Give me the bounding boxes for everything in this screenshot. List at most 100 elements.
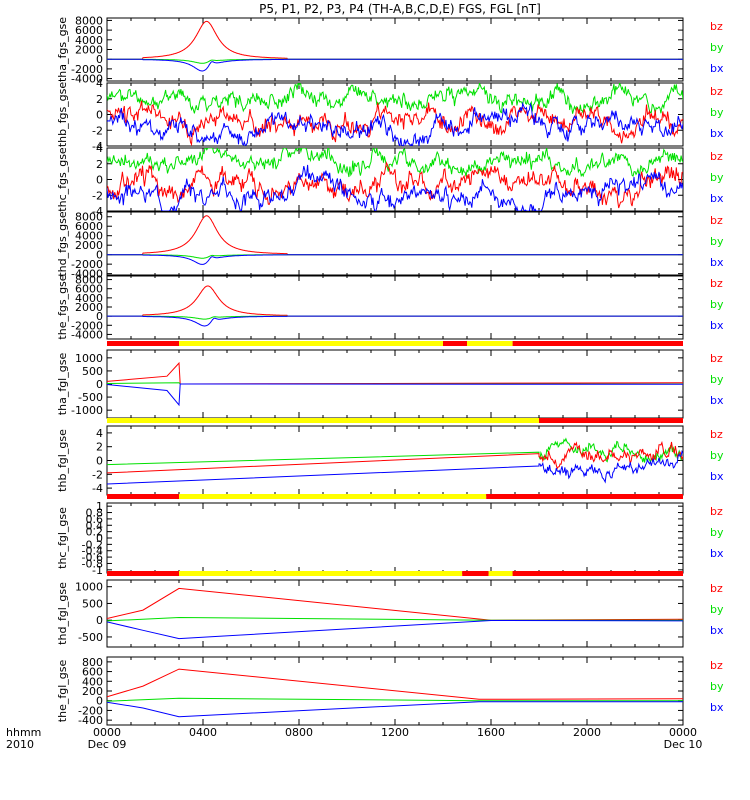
legend-bz: bz (710, 214, 723, 227)
legend-bx: bx (710, 701, 724, 714)
panel-frame (106, 274, 684, 340)
status-bar-segment (443, 341, 467, 346)
legend-bx: bx (710, 547, 724, 560)
y-axis-label: thd_fgl_gse (56, 582, 69, 645)
legend-bz: bz (710, 20, 723, 33)
series-bz (107, 20, 683, 60)
panel-frame (106, 17, 684, 82)
y-tick-label: 2 (96, 158, 103, 171)
status-bar-segment (462, 571, 489, 576)
legend-by: by (710, 106, 724, 119)
y-tick-label: 0.6 (86, 513, 104, 526)
panel-frame (106, 502, 684, 574)
panel-frame (106, 211, 684, 277)
y-tick-label: 2000 (75, 239, 103, 252)
series-bz (107, 215, 683, 256)
series-bx (107, 164, 683, 211)
legend-by: by (710, 449, 724, 462)
status-bar-segment (539, 418, 683, 423)
y-tick-label: 4 (96, 427, 103, 440)
legend-bz: bz (710, 505, 723, 518)
y-tick-label: -1000 (71, 404, 103, 417)
y-tick-label: 4000 (75, 34, 103, 47)
y-axis-label: tha_fgl_gse (56, 353, 69, 416)
series-group (107, 83, 683, 146)
y-tick-label: 4 (96, 142, 103, 155)
y-tick-label: 400 (82, 675, 103, 688)
y-tick-label: -2000 (71, 258, 103, 271)
legend-bx: bx (710, 394, 724, 407)
status-bar-segment (107, 494, 179, 499)
y-tick-label: -4000 (71, 268, 103, 281)
series-group (107, 587, 683, 640)
y-tick-label: -200 (78, 704, 103, 717)
y-tick-label: -0.6 (82, 551, 103, 564)
series-bz (107, 285, 683, 317)
y-tick-label: -2 (92, 124, 103, 137)
series-bz (107, 587, 683, 621)
y-axis-label: thd_fgs_gse (56, 211, 69, 277)
status-bar-segment (179, 341, 443, 346)
y-tick-label: 500 (82, 597, 103, 610)
series-bx (107, 315, 683, 327)
legend-bz: bz (710, 428, 723, 441)
status-bar-segment (488, 571, 513, 576)
series-bz (107, 440, 683, 474)
y-tick-label: -1 (92, 564, 103, 577)
legend-by: by (710, 235, 724, 248)
y-tick-label: 0 (96, 695, 103, 708)
status-bar-segment (107, 341, 179, 346)
legend-bz: bz (710, 150, 723, 163)
x-tick-sublabel: Dec 09 (88, 738, 127, 751)
y-tick-label: 4000 (75, 230, 103, 243)
legend-bx: bx (710, 256, 724, 269)
y-axis-label: thc_fgl_gse (56, 507, 69, 569)
y-tick-label: 0 (96, 455, 103, 468)
series-by (107, 697, 683, 702)
y-tick-label: 6000 (75, 283, 103, 296)
y-tick-label: 2 (96, 441, 103, 454)
legend-by: by (710, 41, 724, 54)
x-tick-label: 2000 (573, 726, 601, 739)
series-by (107, 616, 683, 622)
y-tick-label: -0.8 (82, 557, 103, 570)
y-tick-label: 8000 (75, 211, 103, 224)
legend-bx: bx (710, 62, 724, 75)
y-tick-label: -400 (78, 714, 103, 727)
y-tick-label: -2000 (71, 63, 103, 76)
series-bx (107, 383, 683, 407)
y-tick-label: -2000 (71, 319, 103, 332)
series-group (107, 20, 683, 72)
y-tick-label: -4000 (71, 73, 103, 86)
y-tick-label: -0.2 (82, 538, 103, 551)
series-bx (107, 449, 683, 485)
chart-title: P5, P1, P2, P3, P4 (TH-A,B,C,D,E) FGS, F… (259, 2, 541, 16)
y-tick-label: 0 (96, 109, 103, 122)
y-tick-label: -4000 (71, 328, 103, 341)
panel-thb_fgl_gse: 420-2-4 thb_fgl_gse bz by bx (56, 418, 724, 496)
legend-bx: bx (710, 127, 724, 140)
legend-bz: bz (710, 582, 723, 595)
series-bx (107, 254, 683, 265)
x-tick-label: 0000 (93, 726, 121, 739)
x-tick-label: 0000 (669, 726, 697, 739)
y-axis-label: the_fgs_gse (56, 274, 69, 339)
legend-bx: bx (710, 319, 724, 332)
series-group (107, 148, 683, 211)
series-by (107, 58, 683, 64)
y-tick-label: 200 (82, 685, 103, 698)
panel-thb_fgs_gse: 4 2 0 -2 -4 thb_fgs_gse bz by bx (56, 77, 724, 153)
y-tick-label: -4 (92, 482, 103, 495)
status-bar-segment (486, 494, 683, 499)
series-by (107, 437, 683, 466)
y-tick-label: 6000 (75, 24, 103, 37)
legend-by: by (710, 680, 724, 693)
status-bar-segment (512, 571, 683, 576)
legend-by: by (710, 373, 724, 386)
